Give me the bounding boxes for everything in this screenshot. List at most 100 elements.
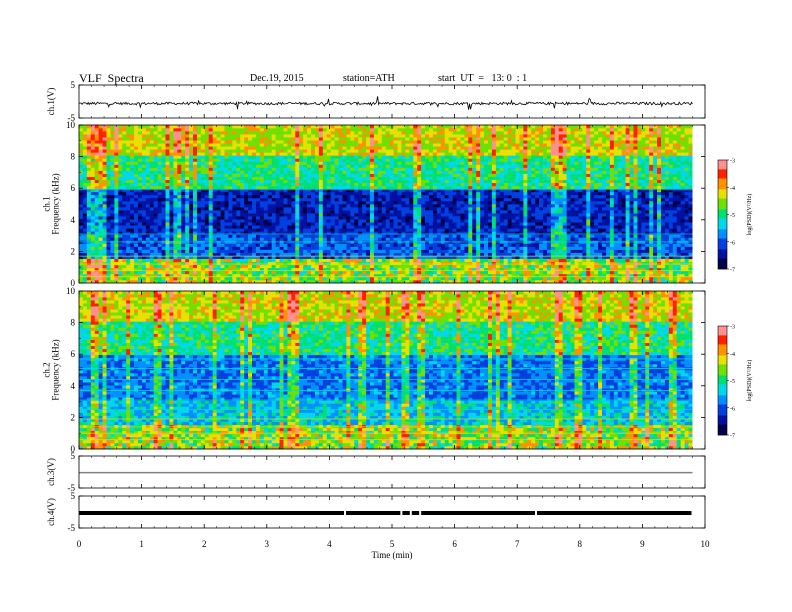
- spectrogram-cell: [409, 234, 414, 238]
- spectrogram-cell: [373, 207, 379, 211]
- spectrogram-cell: [271, 164, 276, 168]
- spectrogram-cell: [307, 228, 312, 232]
- spectrogram-cell: [196, 170, 202, 174]
- spectrogram-cell: [252, 128, 257, 132]
- spectrogram-cell: [346, 185, 351, 190]
- spectrogram-cell: [263, 170, 269, 174]
- spectrogram-cell: [181, 197, 186, 202]
- spectrogram-cell: [90, 258, 96, 263]
- spectrogram-cell: [153, 252, 158, 256]
- spectrogram-cell: [318, 149, 324, 153]
- spectrogram-cell: [326, 255, 331, 259]
- spectrogram-cell: [401, 207, 406, 211]
- spectrogram-cell: [389, 176, 394, 180]
- spectrogram-cell: [259, 185, 265, 190]
- spectrogram-cell: [389, 173, 394, 177]
- spectrogram-cell: [216, 210, 221, 214]
- spectrogram-cell: [311, 131, 316, 135]
- spectrogram-cell: [401, 273, 406, 278]
- spectrogram-cell: [287, 164, 292, 168]
- spectrogram-cell: [86, 267, 92, 272]
- spectrogram-cell: [232, 182, 237, 187]
- spectrogram-cell: [370, 213, 375, 217]
- spectrogram-cell: [366, 222, 371, 226]
- spectrogram-cell: [417, 213, 422, 217]
- spectrogram-cell: [287, 276, 292, 281]
- spectrogram-cell: [334, 270, 339, 275]
- spectrogram-cell: [161, 267, 166, 272]
- spectrogram-cell: [393, 179, 398, 184]
- spectrogram-cell: [429, 270, 434, 275]
- spectrogram-cell: [318, 158, 324, 162]
- spectrogram-cell: [350, 273, 355, 278]
- spectrogram-cell: [440, 167, 446, 171]
- spectrogram-cell: [311, 167, 316, 171]
- spectrogram-cell: [244, 252, 249, 256]
- spectrogram-cell: [149, 125, 155, 129]
- spectrogram-cell: [114, 128, 119, 132]
- spectrogram-cell: [259, 134, 265, 138]
- spectrogram-cell: [110, 207, 115, 211]
- spectrogram-cell: [228, 185, 233, 190]
- spectrogram-cell: [338, 231, 343, 235]
- spectrogram-cell: [94, 228, 99, 232]
- spectrogram-cell: [271, 140, 276, 144]
- spectrogram-cell: [299, 216, 304, 220]
- spectrogram-cell: [204, 200, 210, 205]
- spectrogram-cell: [409, 222, 414, 226]
- spectrogram-cell: [193, 252, 198, 256]
- spectrogram-cell: [318, 152, 324, 156]
- spectrogram-cell: [421, 167, 426, 171]
- spectrogram-cell: [318, 237, 324, 241]
- spectrogram-cell: [303, 267, 308, 272]
- spectrogram-cell: [86, 137, 92, 141]
- spectrogram-cell: [397, 231, 402, 235]
- spectrogram-cell: [118, 243, 123, 247]
- spectrogram-cell: [86, 176, 92, 180]
- spectrogram-cell: [334, 161, 339, 165]
- spectrogram-cell: [82, 155, 88, 159]
- spectrogram-cell: [244, 255, 249, 259]
- spectrogram-cell: [122, 146, 127, 150]
- spectrogram-cell: [405, 164, 410, 168]
- spectrogram-cell: [193, 243, 198, 247]
- spectrogram-cell: [303, 125, 308, 129]
- spectrogram-cell: [165, 228, 170, 232]
- spectrogram-cell: [248, 125, 253, 129]
- spectrogram-cell: [267, 194, 272, 199]
- spectrogram-cell: [126, 149, 131, 153]
- spectrogram-cell: [208, 149, 213, 153]
- spectrogram-cell: [354, 179, 359, 184]
- spectrogram-cell: [98, 207, 103, 211]
- spectrogram-cell: [212, 143, 217, 147]
- spectrogram-cell: [102, 167, 107, 171]
- spectrogram-cell: [196, 134, 202, 138]
- spectrogram-cell: [102, 158, 107, 162]
- spectrogram-cell: [326, 155, 331, 159]
- spectrogram-cell: [98, 255, 103, 259]
- spectrogram-cell: [79, 179, 84, 184]
- spectrogram-cell: [417, 231, 422, 235]
- spectrogram-cell: [444, 158, 449, 162]
- spectrogram-cell: [173, 276, 178, 281]
- spectrogram-cell: [220, 279, 225, 284]
- spectrogram-cell: [169, 219, 174, 223]
- spectrogram-cell: [432, 204, 438, 208]
- spectrogram-cell: [149, 188, 155, 193]
- spectrogram-cell: [425, 191, 430, 196]
- spectrogram-cell: [185, 216, 190, 220]
- spectrogram-cell: [94, 213, 99, 217]
- spectrogram-cell: [216, 173, 221, 177]
- spectrogram-cell: [432, 167, 438, 171]
- spectrogram-cell: [134, 216, 139, 220]
- spectrogram-cell: [307, 188, 312, 193]
- spectrogram-cell: [79, 155, 84, 159]
- spectrogram-cell: [303, 158, 308, 162]
- spectrogram-cell: [295, 176, 300, 180]
- spectrogram-cell: [334, 276, 339, 281]
- spectrogram-cell: [295, 140, 300, 144]
- spectrogram-cell: [429, 185, 434, 190]
- spectrogram-cell: [240, 134, 245, 138]
- spectrogram-cell: [185, 258, 190, 263]
- spectrogram-cell: [165, 176, 170, 180]
